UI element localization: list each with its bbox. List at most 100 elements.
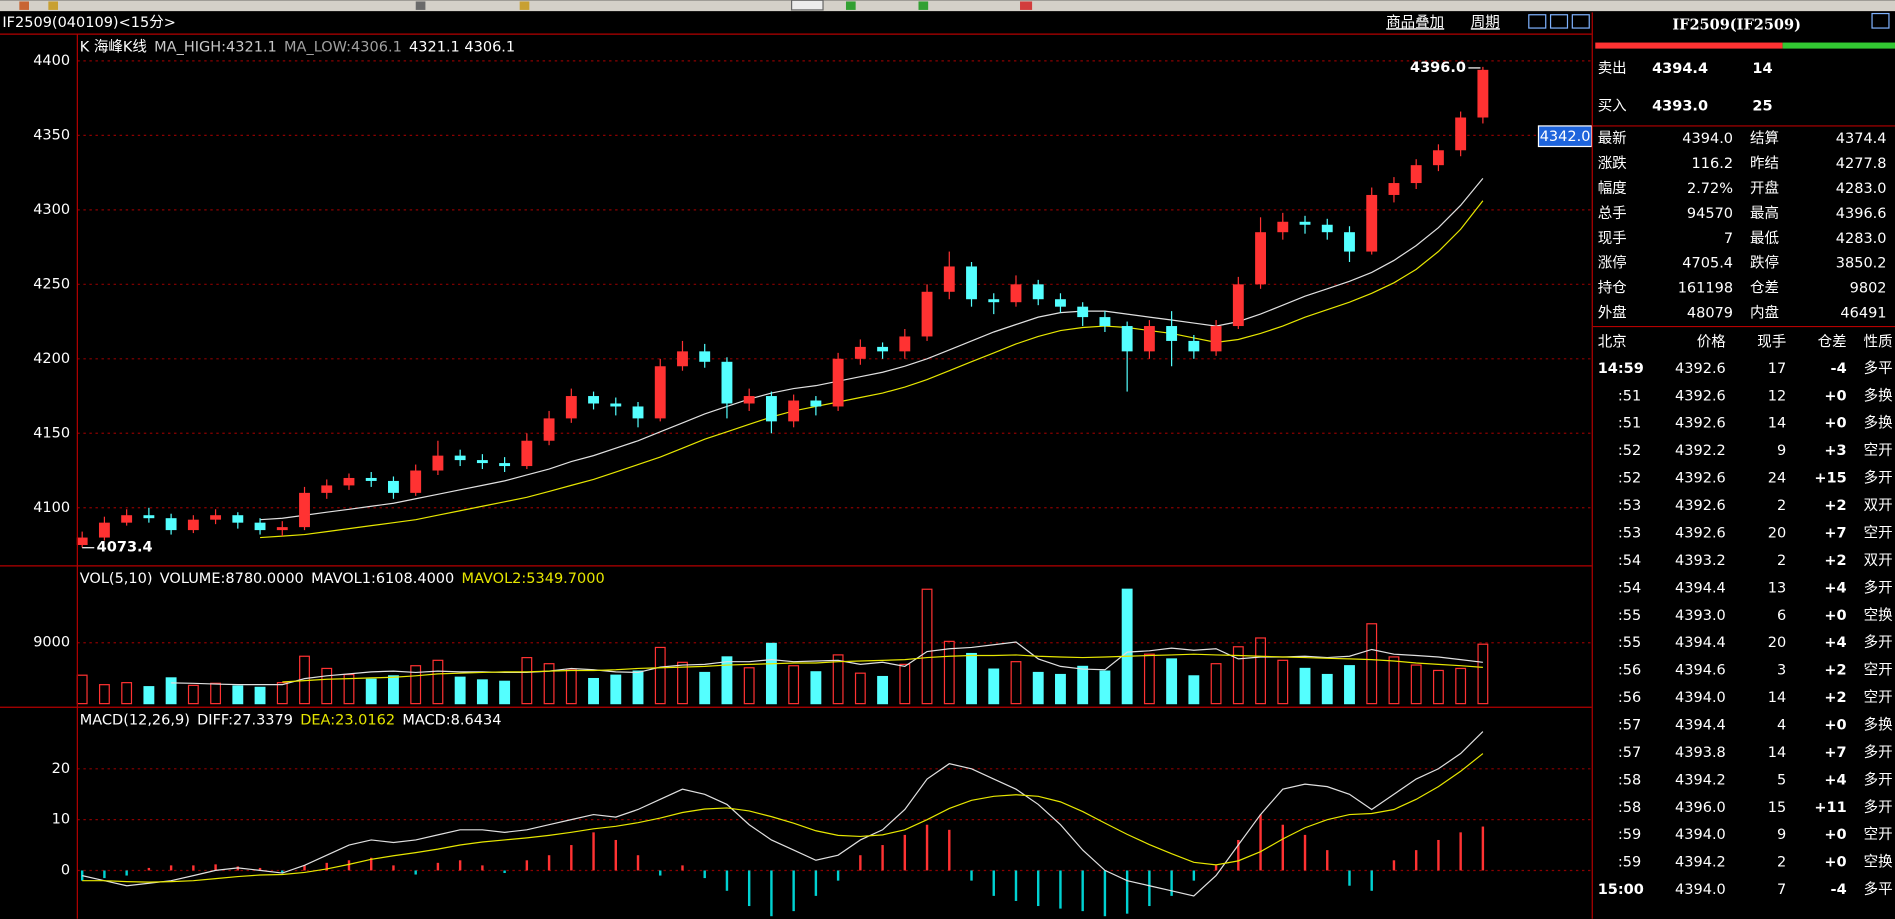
tool-icon[interactable] [845, 1, 856, 10]
y-tick-label: 9000 [33, 635, 70, 651]
tool-icon[interactable] [48, 1, 59, 10]
tool-icon[interactable] [790, 0, 824, 11]
volume-bar [1166, 658, 1178, 705]
stat-value: 161198 [1678, 281, 1733, 297]
trade-price: 4396.0 [1675, 800, 1726, 816]
volume-bar [654, 646, 666, 705]
trade-time: :53 [1618, 498, 1641, 514]
stat-value: 46491 [1840, 306, 1886, 322]
trade-volume: 20 [1768, 525, 1786, 541]
volume-bar [187, 684, 199, 705]
volume-bar [1232, 646, 1244, 705]
volume-bar [1277, 659, 1289, 705]
volume-bar [454, 676, 466, 705]
trade-price: 4392.6 [1675, 498, 1726, 514]
trade-nature: 空开 [1864, 442, 1893, 459]
trade-time: :56 [1618, 663, 1641, 679]
window-button[interactable] [1571, 14, 1590, 29]
candle-body [588, 396, 599, 404]
trade-oi-change: +0 [1824, 388, 1846, 404]
volume-bar [276, 682, 288, 705]
trade-oi-change: +4 [1824, 580, 1846, 596]
trade-header: 性质 [1864, 333, 1893, 350]
candle-body [1010, 284, 1022, 303]
volume-bar [1299, 667, 1311, 705]
trade-price: 4394.0 [1675, 827, 1726, 843]
window-button[interactable] [1549, 14, 1569, 29]
volume-bar [210, 682, 222, 705]
trade-oi-change: +0 [1824, 416, 1846, 432]
trade-oi-change: +0 [1824, 608, 1846, 624]
y-tick-label: 4300 [33, 202, 70, 218]
stat-value: 4705.4 [1682, 256, 1733, 272]
header-part: MACD:8.6434 [402, 713, 501, 729]
stat-value: 2.72% [1687, 181, 1733, 197]
indicator-line [282, 653, 1483, 683]
bid-ask-bar [1595, 42, 1783, 49]
candle-body [765, 396, 777, 422]
stat-value: 48079 [1687, 306, 1733, 322]
trade-oi-change: +0 [1824, 855, 1846, 871]
trade-time: :59 [1618, 855, 1641, 871]
volume-bar [1121, 588, 1133, 705]
candle-body [187, 519, 199, 531]
stat-label: 外盘 [1598, 304, 1627, 322]
candle-body [1232, 284, 1244, 327]
candle-body [1188, 340, 1200, 352]
trade-price: 4394.0 [1675, 690, 1726, 706]
trade-volume: 15 [1768, 800, 1786, 816]
tool-icon[interactable] [1020, 1, 1033, 10]
period-link[interactable]: 周期 [1471, 14, 1500, 31]
trade-nature: 空开 [1864, 524, 1893, 541]
stat-label: 结算 [1750, 130, 1779, 147]
candle-body [921, 291, 933, 337]
candle-body [499, 463, 511, 467]
volume-bar [1455, 667, 1467, 705]
window-button[interactable] [1528, 14, 1547, 29]
candle-body [788, 400, 800, 422]
stat-label: 开盘 [1750, 179, 1779, 197]
book-volume: 14 [1752, 61, 1772, 77]
volume-bar [899, 663, 911, 705]
trade-price: 4392.2 [1675, 443, 1726, 459]
trade-oi-change: +4 [1824, 772, 1846, 788]
tool-icon[interactable] [19, 1, 30, 10]
candle-body [810, 400, 822, 407]
trade-nature: 空开 [1864, 689, 1893, 706]
trade-oi-change: +0 [1824, 827, 1846, 843]
candle-body [1299, 221, 1311, 225]
trade-time: :54 [1618, 553, 1641, 569]
volume-bar [588, 677, 599, 705]
trade-nature: 双开 [1864, 497, 1893, 514]
tool-icon[interactable] [918, 1, 929, 10]
trade-oi-change: +15 [1814, 471, 1846, 487]
trade-nature: 空换 [1864, 607, 1894, 624]
candle-body [521, 440, 533, 467]
trade-volume: 4 [1777, 718, 1786, 734]
candle-body [1077, 306, 1089, 318]
volume-bar [1099, 670, 1111, 705]
trade-volume: 14 [1768, 416, 1786, 432]
volume-bar [877, 675, 889, 705]
tool-icon[interactable] [415, 1, 426, 10]
candle-body [343, 477, 355, 486]
volume-bar [410, 665, 422, 705]
window-button[interactable] [1871, 12, 1890, 29]
overlay-link[interactable]: 商品叠加 [1386, 14, 1444, 31]
stat-label: 现手 [1598, 230, 1627, 247]
candle-body [1344, 232, 1355, 252]
volume-bar [1010, 661, 1022, 705]
candle-body [410, 470, 422, 493]
candle-body [1321, 224, 1333, 233]
y-tick-label: 4200 [33, 351, 70, 367]
trade-time: 14:59 [1598, 361, 1644, 377]
trade-nature: 多开 [1864, 799, 1893, 816]
volume-bar [788, 665, 800, 705]
candle-body [76, 537, 88, 545]
trade-price: 4393.2 [1675, 553, 1726, 569]
trade-oi-change: +2 [1824, 690, 1846, 706]
stat-value: 9802 [1850, 281, 1887, 297]
candle-body [943, 266, 955, 292]
tool-icon[interactable] [519, 1, 530, 10]
